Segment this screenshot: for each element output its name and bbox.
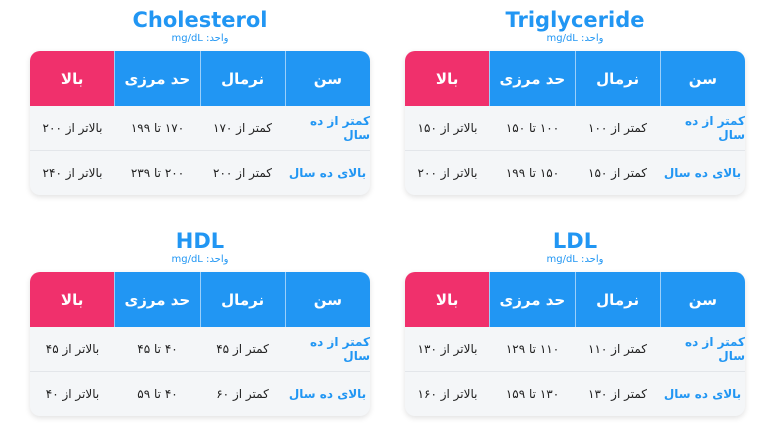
cell-age: کمتر از ده سال — [684, 335, 745, 363]
cell-age: کمتر از ده سال — [309, 335, 370, 363]
header-normal: نرمال — [574, 272, 660, 327]
cell-high: بالاتر از ۴۵ — [45, 342, 100, 356]
cell-age: بالای ده سال — [663, 387, 742, 401]
header-borderline: حد مرزی — [114, 272, 200, 327]
cell-borderline: ۴۰ تا ۴۵ — [137, 342, 178, 356]
panel-ldl: LDL mg/dL :واحد سن نرمال حد مرزی بالا کم… — [405, 229, 745, 416]
unit-label: mg/dL :واحد — [546, 254, 604, 265]
cell-normal: کمتر از ۱۷۰ — [213, 121, 272, 135]
header-borderline: حد مرزی — [114, 51, 200, 106]
cell-normal: کمتر از ۴۵ — [216, 342, 269, 356]
unit-label: mg/dL :واحد — [546, 33, 604, 44]
cell-high: بالاتر از ۲۴۰ — [42, 166, 103, 180]
table-row: بالای ده سال کمتر از ۶۰ ۴۰ تا ۵۹ بالاتر … — [30, 371, 370, 416]
panel-title: Triglyceride — [505, 8, 645, 32]
table-row: کمتر از ده سال کمتر از ۱۱۰ ۱۱۰ تا ۱۲۹ با… — [405, 327, 745, 371]
cell-high: بالاتر از ۱۵۰ — [417, 121, 478, 135]
panel-title: HDL — [175, 229, 225, 253]
header-high: بالا — [30, 272, 115, 327]
cell-borderline: ۱۷۰ تا ۱۹۹ — [130, 121, 185, 135]
cell-borderline: ۲۰۰ تا ۲۳۹ — [130, 166, 185, 180]
cell-age: بالای ده سال — [288, 166, 367, 180]
cell-high: بالاتر از ۱۳۰ — [417, 342, 478, 356]
cell-age: بالای ده سال — [288, 387, 367, 401]
header-normal: نرمال — [199, 272, 285, 327]
header-high: بالا — [30, 51, 115, 106]
table-row: بالای ده سال کمتر از ۱۵۰ ۱۵۰ تا ۱۹۹ بالا… — [405, 150, 745, 195]
header-normal: نرمال — [199, 51, 285, 106]
cell-high: بالاتر از ۲۰۰ — [42, 121, 103, 135]
header-age: سن — [659, 272, 745, 327]
panel-triglyceride: Triglyceride mg/dL :واحد سن نرمال حد مرز… — [405, 8, 745, 195]
table-row: بالای ده سال کمتر از ۲۰۰ ۲۰۰ تا ۲۳۹ بالا… — [30, 150, 370, 195]
panel-title: LDL — [552, 229, 598, 253]
table-header: سن نرمال حد مرزی بالا — [30, 272, 370, 327]
table-row: بالای ده سال کمتر از ۱۳۰ ۱۳۰ تا ۱۵۹ بالا… — [405, 371, 745, 416]
cell-age: کمتر از ده سال — [684, 114, 745, 142]
cell-normal: کمتر از ۱۰۰ — [588, 121, 647, 135]
table-card: سن نرمال حد مرزی بالا کمتر از ده سال کمت… — [30, 51, 370, 195]
cell-normal: کمتر از ۲۰۰ — [213, 166, 272, 180]
header-age: سن — [284, 51, 370, 106]
table-header: سن نرمال حد مرزی بالا — [405, 272, 745, 327]
cell-borderline: ۱۰۰ تا ۱۵۰ — [505, 121, 560, 135]
header-high: بالا — [405, 51, 490, 106]
header-borderline: حد مرزی — [489, 272, 575, 327]
header-age: سن — [284, 272, 370, 327]
header-borderline: حد مرزی — [489, 51, 575, 106]
cell-normal: کمتر از ۱۳۰ — [588, 387, 647, 401]
panel-hdl: HDL mg/dL :واحد سن نرمال حد مرزی بالا کم… — [30, 229, 370, 416]
table-row: کمتر از ده سال کمتر از ۱۰۰ ۱۰۰ تا ۱۵۰ با… — [405, 106, 745, 150]
table-header: سن نرمال حد مرزی بالا — [30, 51, 370, 106]
panel-title: Cholesterol — [132, 8, 268, 32]
cell-normal: کمتر از ۱۱۰ — [588, 342, 647, 356]
table-card: سن نرمال حد مرزی بالا کمتر از ده سال کمت… — [405, 272, 745, 416]
unit-label: mg/dL :واحد — [171, 33, 229, 44]
cell-borderline: ۱۱۰ تا ۱۲۹ — [505, 342, 560, 356]
cell-high: بالاتر از ۴۰ — [45, 387, 100, 401]
cell-high: بالاتر از ۱۶۰ — [417, 387, 478, 401]
table-row: کمتر از ده سال کمتر از ۴۵ ۴۰ تا ۴۵ بالات… — [30, 327, 370, 371]
cell-borderline: ۱۳۰ تا ۱۵۹ — [505, 387, 560, 401]
cell-borderline: ۴۰ تا ۵۹ — [137, 387, 178, 401]
cell-borderline: ۱۵۰ تا ۱۹۹ — [505, 166, 560, 180]
cell-normal: کمتر از ۱۵۰ — [588, 166, 647, 180]
cell-age: بالای ده سال — [663, 166, 742, 180]
cell-normal: کمتر از ۶۰ — [216, 387, 269, 401]
unit-label: mg/dL :واحد — [171, 254, 229, 265]
table-card: سن نرمال حد مرزی بالا کمتر از ده سال کمت… — [30, 272, 370, 416]
header-age: سن — [659, 51, 745, 106]
panel-cholesterol: Cholesterol mg/dL :واحد سن نرمال حد مرزی… — [30, 8, 370, 195]
cell-high: بالاتر از ۲۰۰ — [417, 166, 478, 180]
header-high: بالا — [405, 272, 490, 327]
table-header: سن نرمال حد مرزی بالا — [405, 51, 745, 106]
cell-age: کمتر از ده سال — [309, 114, 370, 142]
table-row: کمتر از ده سال کمتر از ۱۷۰ ۱۷۰ تا ۱۹۹ با… — [30, 106, 370, 150]
header-normal: نرمال — [574, 51, 660, 106]
table-card: سن نرمال حد مرزی بالا کمتر از ده سال کمت… — [405, 51, 745, 195]
